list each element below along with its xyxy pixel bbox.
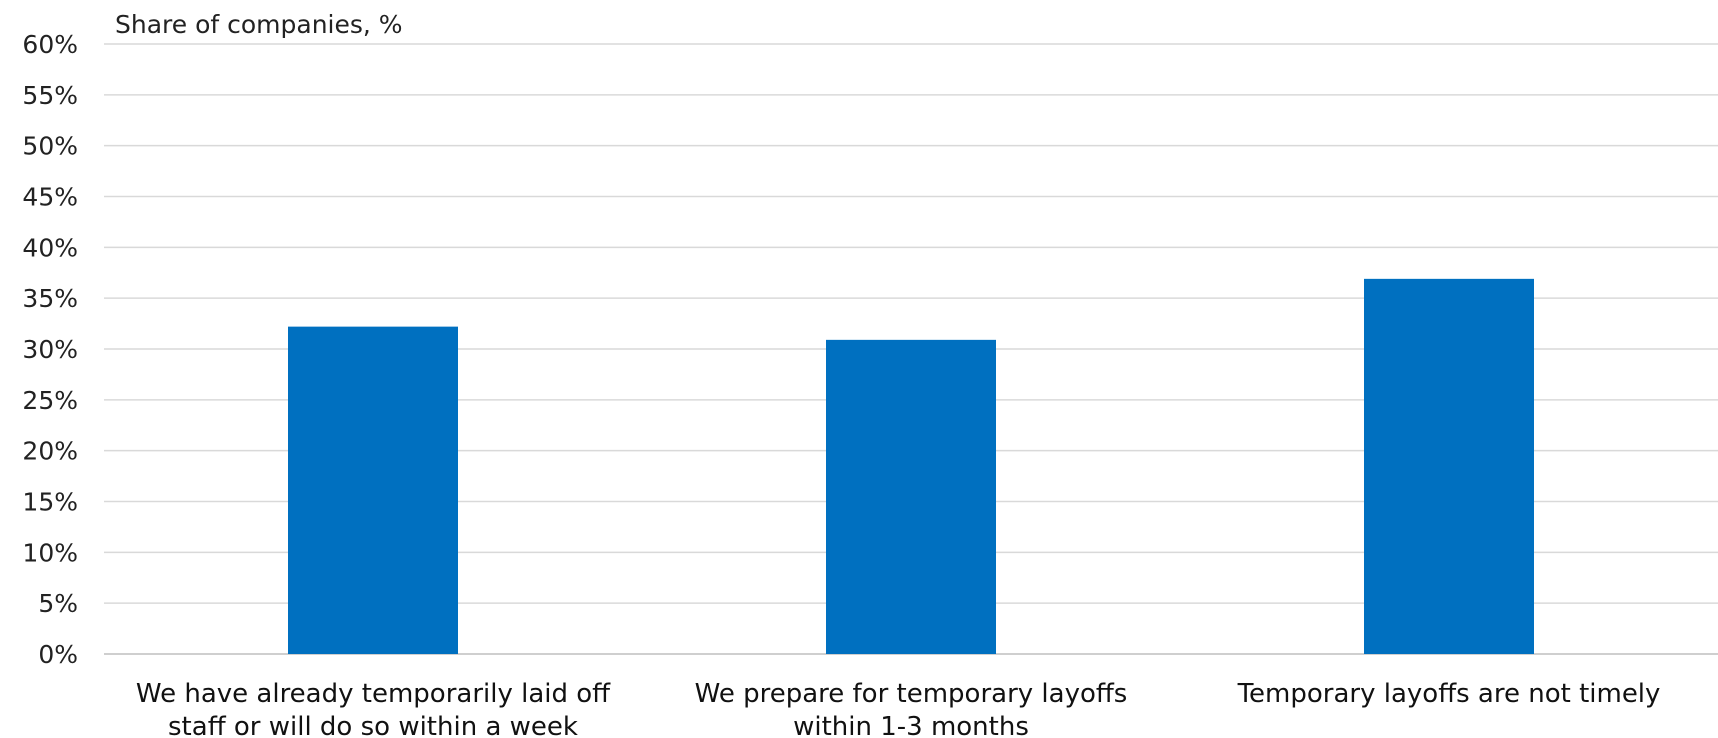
x-category-label-2: We prepare for temporary layoffs within 1… [695, 679, 1128, 738]
y-tick-label-35: 35% [22, 284, 78, 313]
bars [288, 278, 1534, 654]
y-tick-label-25: 25% [22, 386, 78, 415]
y-tick-label-15: 15% [22, 488, 78, 517]
y-unit-label: Share of companies, % [115, 10, 403, 39]
bar-3 [1364, 278, 1534, 654]
x-category-label-1: We have already temporarily laid off staf… [136, 679, 611, 738]
y-tick-label-50: 50% [22, 132, 78, 161]
y-tick-label-40: 40% [22, 233, 78, 262]
y-tick-label-60: 60% [22, 30, 78, 59]
y-tick-label-20: 20% [22, 437, 78, 466]
bar-2 [826, 339, 996, 654]
y-tick-label-45: 45% [22, 183, 78, 212]
x-category-label-3: Temporary layoffs are not timely [1237, 679, 1661, 709]
bar-1 [288, 326, 458, 654]
x-axis-category-labels: We have already temporarily laid off staf… [136, 679, 1661, 738]
y-tick-label-30: 30% [22, 335, 78, 364]
y-tick-label-55: 55% [22, 81, 78, 110]
y-axis-tick-labels: 0% 5% 10% 15% 20% 25% 30% 35% 40% 45% 50% 55% 60% [22, 30, 78, 669]
y-tick-label-0: 0% [38, 640, 78, 669]
y-tick-label-5: 5% [38, 589, 78, 618]
y-tick-label-10: 10% [22, 538, 78, 567]
